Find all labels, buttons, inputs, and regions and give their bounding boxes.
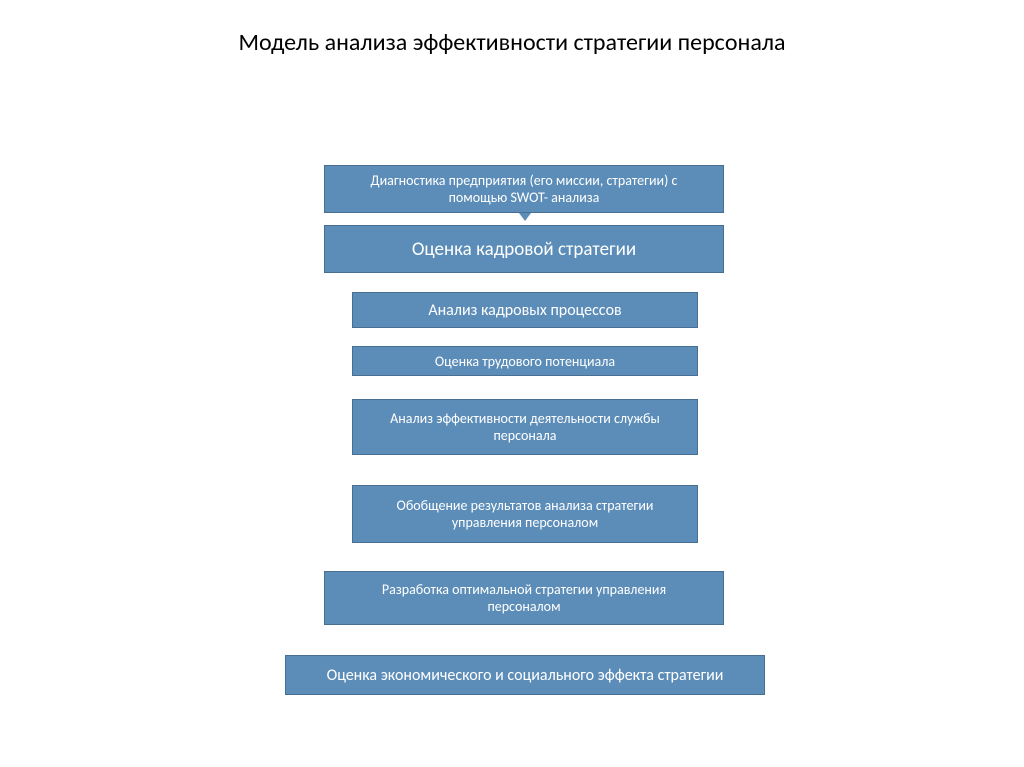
diagram-box-label-4: Анализ эффективности деятельности службы… [373, 410, 677, 444]
diagram-box-7: Оценка экономического и социального эффе… [285, 655, 765, 695]
diagram-box-label-7: Оценка экономического и социального эффе… [327, 666, 724, 685]
diagram-box-label-6: Разработка оптимальной стратегии управле… [355, 581, 693, 615]
diagram-box-label-3: Оценка трудового потенциала [435, 353, 615, 370]
diagram-box-6: Разработка оптимальной стратегии управле… [324, 571, 724, 625]
diagram-box-5: Обобщение результатов анализа стратегии … [352, 485, 698, 543]
diagram-box-label-2: Анализ кадровых процессов [428, 301, 621, 320]
diagram-box-label-5: Обобщение результатов анализа стратегии … [373, 497, 677, 531]
diagram-box-3: Оценка трудового потенциала [352, 346, 698, 376]
diagram-box-1: Оценка кадровой стратегии [324, 225, 724, 273]
diagram-box-label-0: Диагностика предприятия (его миссии, стр… [345, 172, 703, 206]
diagram-box-0: Диагностика предприятия (его миссии, стр… [324, 165, 724, 213]
arrow-down-icon [519, 213, 531, 221]
diagram-box-2: Анализ кадровых процессов [352, 292, 698, 328]
diagram-box-4: Анализ эффективности деятельности службы… [352, 399, 698, 455]
page-title: Модель анализа эффективности стратегии п… [0, 0, 1024, 67]
diagram-box-label-1: Оценка кадровой стратегии [412, 238, 636, 261]
